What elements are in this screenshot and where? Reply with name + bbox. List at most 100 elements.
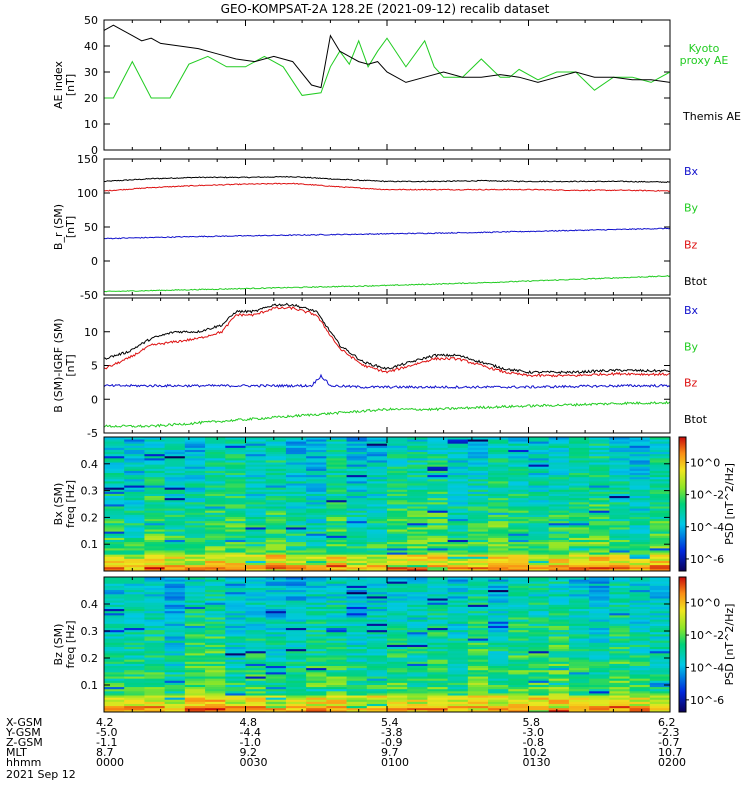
spectrogram-cell: [447, 466, 469, 469]
spectrogram-cell: [629, 600, 651, 603]
spectrogram-cell: [407, 688, 428, 692]
spectrogram-cell: [488, 478, 509, 482]
spectrogram-cell: [609, 504, 630, 507]
spectrogram-cell: [164, 489, 186, 492]
spectrogram-cell: [124, 547, 145, 551]
spectrogram-cell: [467, 506, 489, 509]
spectrogram-cell: [265, 593, 287, 597]
spectrogram-cell: [265, 466, 287, 469]
spectrogram-cell: [649, 577, 671, 580]
spectrogram-cell: [488, 589, 509, 593]
spectrogram-cell: [164, 646, 186, 650]
spectrogram-cell: [467, 568, 489, 572]
spectrogram-cell: [508, 709, 529, 713]
spectrogram-cell: [245, 533, 267, 536]
spectrogram-cell: [164, 577, 186, 580]
spectrogram-cell: [124, 695, 145, 698]
spectrogram-cell: [467, 648, 489, 652]
spectrogram-cell: [164, 585, 186, 588]
spectrogram-cell: [285, 604, 307, 607]
spectrogram-cell: [447, 587, 469, 591]
spectrogram-cell: [306, 595, 327, 599]
spectrogram-cell: [184, 659, 206, 662]
spectrogram-cell: [184, 520, 206, 524]
spectrogram-cell: [124, 453, 145, 457]
series-line-1-bz: [103, 182, 671, 192]
spectrogram-cell: [649, 466, 671, 469]
spectrogram-cell: [346, 499, 368, 503]
y-tick-label-4-0.1: 0.1: [81, 679, 99, 692]
spectrogram-cell: [144, 491, 166, 494]
spectrogram-cell: [427, 466, 449, 469]
spectrogram-cell: [447, 614, 469, 618]
spectrogram-cell: [366, 441, 388, 444]
spectrogram-cell: [245, 638, 267, 641]
spectrogram-cell: [467, 650, 489, 654]
spectrogram-cell: [447, 636, 469, 639]
spectrogram-cell: [285, 441, 307, 444]
spectrogram-cell: [629, 464, 651, 467]
spectrogram-cell: [548, 476, 570, 480]
spectrogram-cell: [366, 665, 388, 669]
spectrogram-cell: [245, 676, 267, 679]
spectrogram-cell: [407, 562, 428, 566]
spectrogram-cell: [407, 699, 428, 702]
spectrogram-cell: [205, 633, 226, 637]
spectrogram-cell: [326, 674, 347, 677]
spectrogram-cell: [346, 558, 368, 561]
spectrogram-cell: [225, 537, 246, 540]
spectrogram-cell: [427, 566, 449, 570]
spectrogram-cell: [144, 699, 166, 702]
spectrogram-cell: [265, 674, 287, 677]
spectrogram-cell: [407, 510, 428, 513]
spectrogram-cell: [326, 491, 347, 494]
spectrogram-cell: [346, 602, 368, 605]
spectrogram-cell: [346, 531, 368, 534]
spectrogram-cell: [104, 621, 125, 624]
spectrogram-cell: [427, 510, 449, 513]
spectrogram-cell: [285, 663, 307, 666]
spectrogram-cell: [184, 627, 206, 631]
spectrogram-cell: [589, 659, 610, 662]
spectrogram-cell: [205, 644, 226, 648]
spectrogram-cell: [144, 612, 166, 616]
spectrogram-cell: [528, 478, 550, 482]
spectrogram-cell: [568, 595, 590, 599]
spectrogram-cell: [387, 556, 408, 559]
spectrogram-cell: [164, 627, 186, 631]
spectrogram-cell: [427, 453, 449, 457]
spectrogram-cell: [245, 522, 267, 526]
spectrogram-cell: [104, 701, 125, 704]
spectrogram-cell: [285, 550, 307, 553]
spectrogram-cell: [306, 451, 327, 455]
spectrogram-cell: [124, 554, 145, 557]
spectrogram-cell: [427, 556, 449, 559]
spectrogram-cell: [306, 437, 327, 440]
spectrogram-cell: [124, 602, 145, 605]
spectrogram-cell: [184, 541, 206, 545]
spectrogram-cell: [285, 655, 307, 658]
spectrogram-cell: [205, 595, 226, 599]
spectrogram-cell: [245, 697, 267, 700]
spectrogram-cell: [589, 629, 610, 633]
spectrogram-cell: [306, 593, 327, 597]
spectrogram-cell: [164, 476, 186, 480]
spectrogram-cell: [306, 443, 327, 446]
spectrogram-cell: [609, 665, 630, 669]
spectrogram-cell: [589, 625, 610, 629]
spectrogram-cell: [225, 678, 246, 681]
spectrogram-cell: [245, 581, 267, 584]
ephem-cell-1-4: 0030: [240, 756, 268, 769]
spectrogram-cell: [306, 625, 327, 629]
spectrogram-cell: [629, 684, 651, 688]
spectrogram-cell: [387, 682, 408, 685]
spectrogram-cell: [306, 489, 327, 492]
spectrogram-cell: [306, 449, 327, 453]
spectrogram-cell: [387, 566, 408, 570]
spectrogram-cell: [104, 489, 125, 492]
spectrogram-cell: [427, 595, 449, 599]
spectrogram-cell: [508, 453, 529, 457]
spectrogram-cell: [488, 606, 509, 610]
spectrogram-cell: [205, 709, 226, 713]
spectrogram-cell: [205, 483, 226, 486]
